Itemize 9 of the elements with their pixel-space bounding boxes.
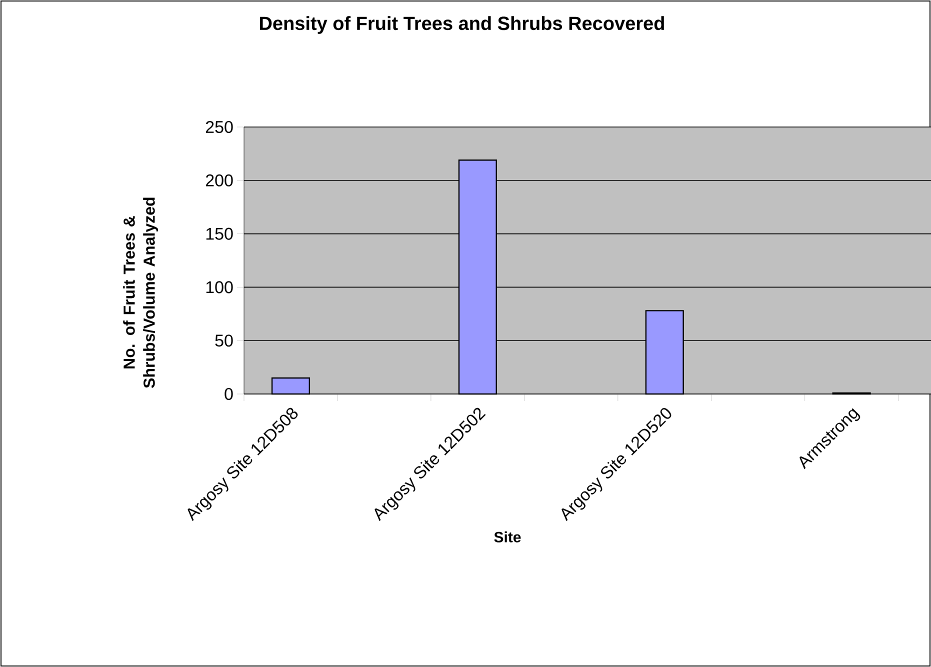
chart-title: Density of Fruit Trees and Shrubs Recovered (260, 16, 664, 34)
y-tick-label: 50 (215, 334, 233, 347)
y-tick-label: 0 (224, 388, 233, 400)
y-tick-label: 100 (206, 281, 233, 294)
y-tick-label: 150 (206, 228, 233, 240)
y-tick-label: 200 (206, 174, 233, 186)
y-axis-title: No. of Fruit Trees & Shrubs/Volume Analyzed (123, 198, 158, 388)
y-tick-label: 250 (206, 120, 233, 134)
x-axis-title: Site (494, 531, 521, 542)
